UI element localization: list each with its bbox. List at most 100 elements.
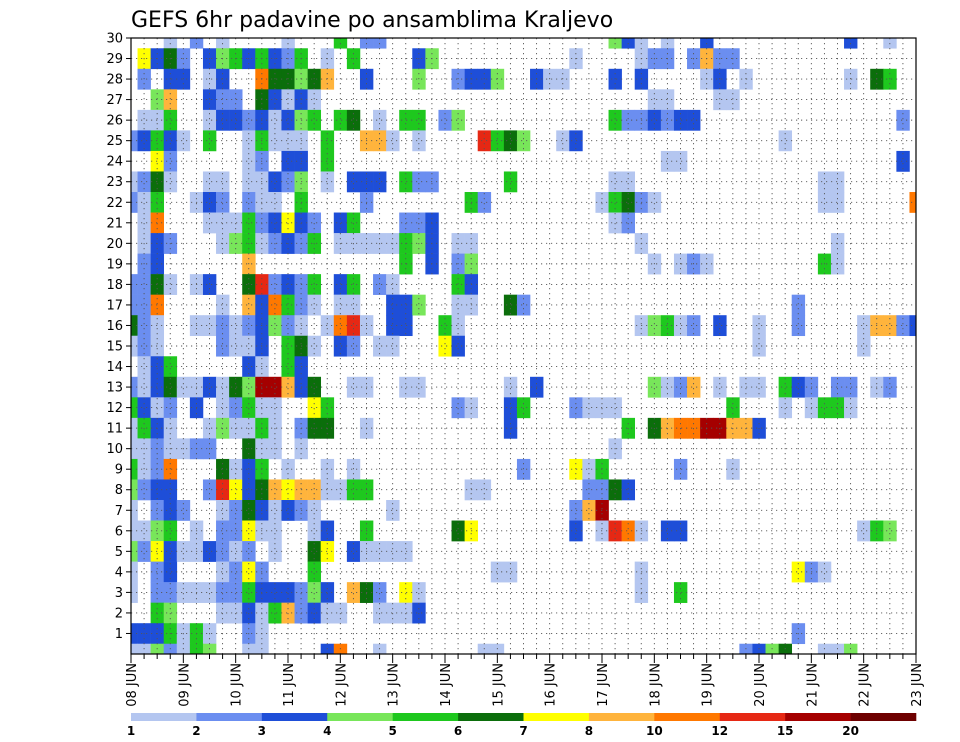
y-tick-label: 3 (115, 586, 123, 601)
heatmap-cell (150, 397, 165, 419)
heatmap-cell (569, 458, 583, 480)
y-tick-label: 2 (115, 606, 123, 621)
heatmap-cell (608, 520, 622, 542)
heatmap-cell (268, 520, 282, 542)
heatmap-cell (163, 561, 178, 583)
heatmap-cell (386, 130, 400, 152)
heatmap-cell (281, 376, 295, 398)
heatmap-cell (163, 397, 178, 419)
heatmap-cell (451, 315, 465, 337)
heatmap-cell (582, 397, 596, 419)
heatmap-cell (242, 150, 256, 172)
heatmap-cell (131, 315, 138, 337)
heatmap-cell (137, 315, 151, 337)
heatmap-cell (673, 376, 688, 398)
colorbar-label: 5 (388, 724, 396, 738)
heatmap-cell (163, 109, 178, 131)
colorbar-label: 12 (711, 724, 728, 738)
heatmap-cell (242, 479, 256, 501)
heatmap-cell (752, 315, 766, 337)
heatmap-cell (516, 458, 531, 480)
heatmap-cell (830, 397, 845, 419)
heatmap-cell (844, 68, 858, 90)
heatmap-cell (307, 89, 322, 111)
y-tick-label: 21 (106, 216, 123, 231)
heatmap-cell (137, 479, 151, 501)
colorbar-label: 2 (192, 724, 200, 738)
y-tick-label: 6 (115, 524, 123, 539)
heatmap-cell (320, 150, 335, 172)
colorbar-label: 1 (127, 724, 135, 738)
heatmap-cell (216, 376, 230, 398)
heatmap-cell (242, 192, 256, 213)
heatmap-cell (386, 335, 400, 357)
colorbar-label: 4 (323, 724, 331, 738)
heatmap-cell (346, 582, 361, 603)
colorbar-swatch (392, 713, 459, 721)
heatmap-cell (451, 68, 465, 90)
heatmap-cell (216, 335, 230, 357)
heatmap-cell (857, 335, 871, 357)
colorbar-label: 8 (585, 724, 593, 738)
x-tick-label: 09 JUN (177, 663, 192, 707)
colorbar-swatch (850, 713, 917, 721)
heatmap-cell (216, 192, 230, 213)
heatmap-cell (242, 109, 256, 131)
heatmap-cell (216, 500, 230, 521)
heatmap-cell (202, 582, 217, 603)
heatmap-cell (412, 68, 426, 90)
heatmap-cell (320, 458, 335, 480)
heatmap-cell (621, 520, 636, 542)
x-tick-label: 18 JUN (648, 663, 663, 707)
heatmap-cell (242, 500, 256, 521)
colorbar-label: 7 (519, 724, 527, 738)
heatmap-cell (621, 192, 636, 213)
heatmap-cell (516, 294, 531, 316)
heatmap-cell (412, 130, 426, 152)
heatmap-cell (131, 335, 138, 357)
heatmap-cell (202, 479, 217, 501)
heatmap-cell (307, 500, 322, 521)
heatmap-cell (346, 376, 361, 398)
heatmap-cell (268, 109, 282, 131)
heatmap-cell (242, 171, 256, 193)
y-tick-label: 27 (106, 93, 123, 108)
heatmap-cell (830, 376, 845, 398)
heatmap-cell (281, 68, 295, 90)
heatmap-cell (281, 212, 295, 234)
heatmap-cell (307, 274, 322, 295)
heatmap-cell (268, 397, 282, 419)
heatmap-cell (477, 192, 492, 213)
heatmap-cell (268, 582, 282, 603)
heatmap-cell (503, 171, 518, 193)
heatmap-cell (608, 397, 622, 419)
heatmap-cell (131, 479, 138, 501)
heatmap-cell (713, 68, 727, 90)
heatmap-cell (399, 294, 413, 316)
heatmap-cell (451, 520, 465, 542)
colorbar-swatch (196, 713, 263, 721)
heatmap-cell (131, 192, 138, 213)
heatmap-cell (242, 335, 256, 357)
heatmap-cell (176, 582, 191, 603)
y-tick-label: 5 (115, 545, 123, 560)
heatmap-cell (647, 315, 662, 337)
heatmap-cell (346, 171, 361, 193)
heatmap-cell (687, 376, 701, 398)
x-tick-label: 17 JUN (596, 663, 611, 707)
heatmap-cell (150, 150, 165, 172)
heatmap-cell (229, 397, 243, 419)
heatmap-cell (307, 582, 322, 603)
heatmap-cell (163, 171, 178, 193)
heatmap-cell (320, 582, 335, 603)
heatmap-cell (556, 68, 570, 90)
heatmap-cell (268, 274, 282, 295)
heatmap-cell (608, 192, 622, 213)
heatmap-cell (621, 479, 636, 501)
heatmap-cell (830, 192, 845, 213)
heatmap-cell (131, 417, 138, 439)
heatmap-cell (373, 274, 387, 295)
heatmap-cell (202, 89, 217, 111)
heatmap-cell (647, 89, 662, 111)
